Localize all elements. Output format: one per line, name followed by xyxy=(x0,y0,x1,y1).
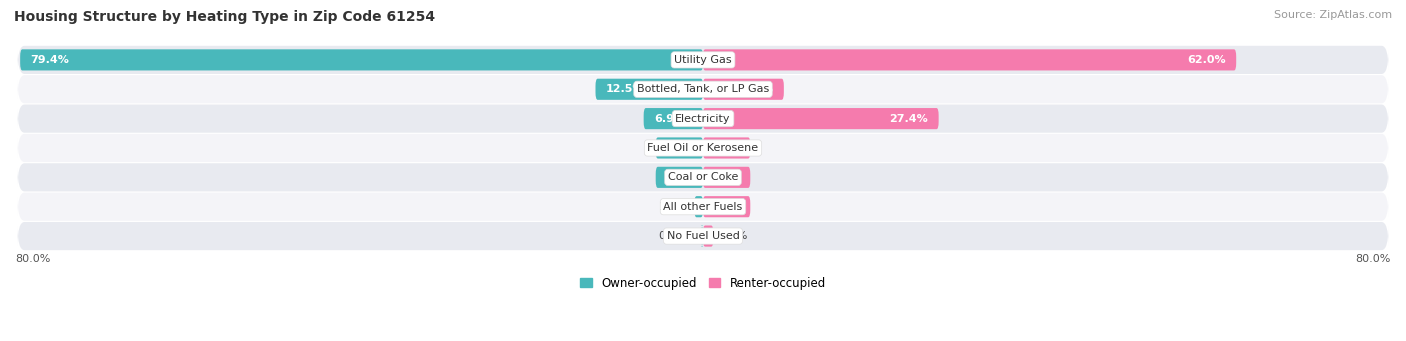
Legend: Owner-occupied, Renter-occupied: Owner-occupied, Renter-occupied xyxy=(575,272,831,294)
Text: 0.0%: 0.0% xyxy=(666,172,696,182)
FancyBboxPatch shape xyxy=(18,193,1388,221)
FancyBboxPatch shape xyxy=(703,167,751,188)
Text: Electricity: Electricity xyxy=(675,114,731,124)
Text: 0.0%: 0.0% xyxy=(710,202,740,212)
Text: 62.0%: 62.0% xyxy=(1187,55,1226,65)
FancyBboxPatch shape xyxy=(703,137,751,159)
FancyBboxPatch shape xyxy=(596,79,703,100)
FancyBboxPatch shape xyxy=(703,196,751,217)
FancyBboxPatch shape xyxy=(655,167,703,188)
Text: 0.0%: 0.0% xyxy=(666,143,696,153)
FancyBboxPatch shape xyxy=(703,108,939,129)
Text: 6.9%: 6.9% xyxy=(654,114,685,124)
Text: 12.5%: 12.5% xyxy=(606,84,644,94)
Text: 0.0%: 0.0% xyxy=(710,143,740,153)
FancyBboxPatch shape xyxy=(655,137,703,159)
FancyBboxPatch shape xyxy=(18,46,1388,74)
FancyBboxPatch shape xyxy=(18,75,1388,103)
Text: Source: ZipAtlas.com: Source: ZipAtlas.com xyxy=(1274,10,1392,20)
FancyBboxPatch shape xyxy=(703,49,1236,71)
Text: 1.2%: 1.2% xyxy=(720,231,748,241)
Text: Coal or Coke: Coal or Coke xyxy=(668,172,738,182)
Text: Utility Gas: Utility Gas xyxy=(675,55,731,65)
Text: 79.4%: 79.4% xyxy=(31,55,69,65)
Text: 1.0%: 1.0% xyxy=(659,202,688,212)
FancyBboxPatch shape xyxy=(20,49,703,71)
FancyBboxPatch shape xyxy=(703,79,783,100)
FancyBboxPatch shape xyxy=(18,163,1388,191)
Text: 0.0%: 0.0% xyxy=(710,172,740,182)
FancyBboxPatch shape xyxy=(18,105,1388,133)
FancyBboxPatch shape xyxy=(703,225,713,247)
Text: No Fuel Used: No Fuel Used xyxy=(666,231,740,241)
Text: Bottled, Tank, or LP Gas: Bottled, Tank, or LP Gas xyxy=(637,84,769,94)
Text: 27.4%: 27.4% xyxy=(890,114,928,124)
Text: 9.4%: 9.4% xyxy=(742,84,773,94)
FancyBboxPatch shape xyxy=(644,108,703,129)
Text: 80.0%: 80.0% xyxy=(15,254,51,264)
Text: 0.22%: 0.22% xyxy=(659,231,695,241)
FancyBboxPatch shape xyxy=(695,196,703,217)
FancyBboxPatch shape xyxy=(700,225,703,247)
Text: Housing Structure by Heating Type in Zip Code 61254: Housing Structure by Heating Type in Zip… xyxy=(14,10,436,24)
Text: 80.0%: 80.0% xyxy=(1355,254,1391,264)
FancyBboxPatch shape xyxy=(18,134,1388,162)
FancyBboxPatch shape xyxy=(18,222,1388,250)
Text: Fuel Oil or Kerosene: Fuel Oil or Kerosene xyxy=(647,143,759,153)
Text: All other Fuels: All other Fuels xyxy=(664,202,742,212)
